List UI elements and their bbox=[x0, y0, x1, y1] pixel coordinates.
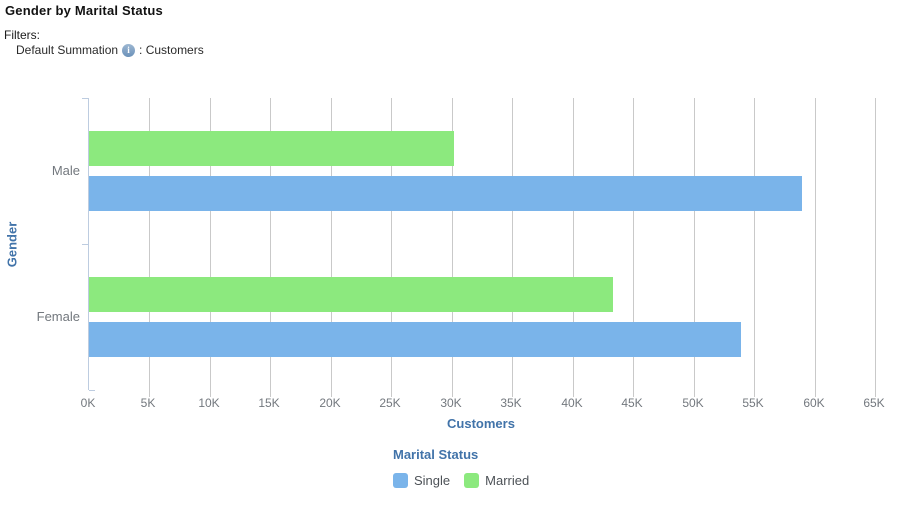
category-label: Male bbox=[51, 163, 80, 178]
legend-label: Married bbox=[485, 473, 530, 488]
y-axis-tick bbox=[82, 244, 88, 245]
bar-chart: Gender Customers 0K 5K 10K 15K 20K 25K 30K 35K 4… bbox=[4, 98, 885, 431]
y-axis-tick bbox=[89, 390, 95, 391]
bar-female-single[interactable] bbox=[89, 322, 741, 357]
x-axis-tick bbox=[633, 390, 634, 397]
x-axis-tick bbox=[875, 390, 876, 397]
x-axis-tick bbox=[815, 390, 816, 397]
info-icon[interactable]: i bbox=[122, 43, 136, 57]
x-axis-tick bbox=[391, 390, 392, 397]
filter-row: Default Summation i : Customers bbox=[16, 43, 204, 57]
plot-area bbox=[82, 98, 876, 397]
x-axis-tick bbox=[270, 390, 271, 397]
y-axis-tick bbox=[82, 98, 88, 99]
x-axis-tick bbox=[149, 390, 150, 397]
bar-male-single[interactable] bbox=[89, 176, 802, 211]
legend-item-single[interactable]: Single bbox=[393, 473, 450, 488]
x-tick-label: 50K bbox=[682, 396, 704, 410]
gridline bbox=[391, 98, 392, 390]
x-axis-tick bbox=[331, 390, 332, 397]
x-tick-label: 40K bbox=[561, 396, 583, 410]
page-title: Gender by Marital Status bbox=[5, 3, 163, 18]
legend-swatch-single-icon bbox=[393, 473, 408, 488]
x-tick-label: 30K bbox=[440, 396, 462, 410]
x-tick-label: 65K bbox=[863, 396, 885, 410]
filters-label: Filters: bbox=[4, 28, 40, 42]
x-tick-label: 15K bbox=[258, 396, 280, 410]
gridline bbox=[331, 98, 332, 390]
gridline bbox=[512, 98, 513, 390]
x-tick-label: 10K bbox=[198, 396, 220, 410]
x-tick-label: 60K bbox=[803, 396, 825, 410]
filter-value: : Customers bbox=[139, 43, 204, 57]
x-axis-tick bbox=[452, 390, 453, 397]
x-axis-title: Customers bbox=[447, 416, 515, 431]
x-tick-label: 0K bbox=[80, 396, 96, 410]
x-tick-label: 35K bbox=[500, 396, 522, 410]
gridline bbox=[573, 98, 574, 390]
category-label: Female bbox=[36, 309, 80, 324]
gridline bbox=[149, 98, 150, 390]
filter-name: Default Summation bbox=[16, 43, 119, 57]
legend-label: Single bbox=[414, 473, 451, 488]
legend-title: Marital Status bbox=[393, 447, 479, 462]
gridline bbox=[210, 98, 211, 390]
x-tick-label: 45K bbox=[621, 396, 643, 410]
x-axis-tick bbox=[210, 390, 211, 397]
legend-item-married[interactable]: Married bbox=[464, 473, 529, 488]
x-tick-label: 25K bbox=[379, 396, 401, 410]
legend-swatch-married-icon bbox=[464, 473, 480, 488]
gridline bbox=[875, 98, 876, 390]
gridline bbox=[754, 98, 755, 390]
gridline bbox=[815, 98, 816, 390]
bar-male-married[interactable] bbox=[89, 131, 454, 166]
legend: Marital Status Single Married bbox=[393, 447, 529, 488]
bar-female-married[interactable] bbox=[89, 277, 613, 312]
x-axis-tick bbox=[694, 390, 695, 397]
x-tick-label: 20K bbox=[319, 396, 341, 410]
x-tick-label: 55K bbox=[742, 396, 764, 410]
gridline bbox=[270, 98, 271, 390]
x-axis-tick bbox=[754, 390, 755, 397]
gridline bbox=[633, 98, 634, 390]
x-tick-label: 5K bbox=[140, 396, 156, 410]
legend-items: Single Married bbox=[393, 473, 529, 488]
x-axis-tick bbox=[512, 390, 513, 397]
gridline bbox=[694, 98, 695, 390]
x-axis-tick bbox=[573, 390, 574, 397]
gridline bbox=[452, 98, 453, 390]
y-axis-title: Gender bbox=[4, 221, 20, 268]
